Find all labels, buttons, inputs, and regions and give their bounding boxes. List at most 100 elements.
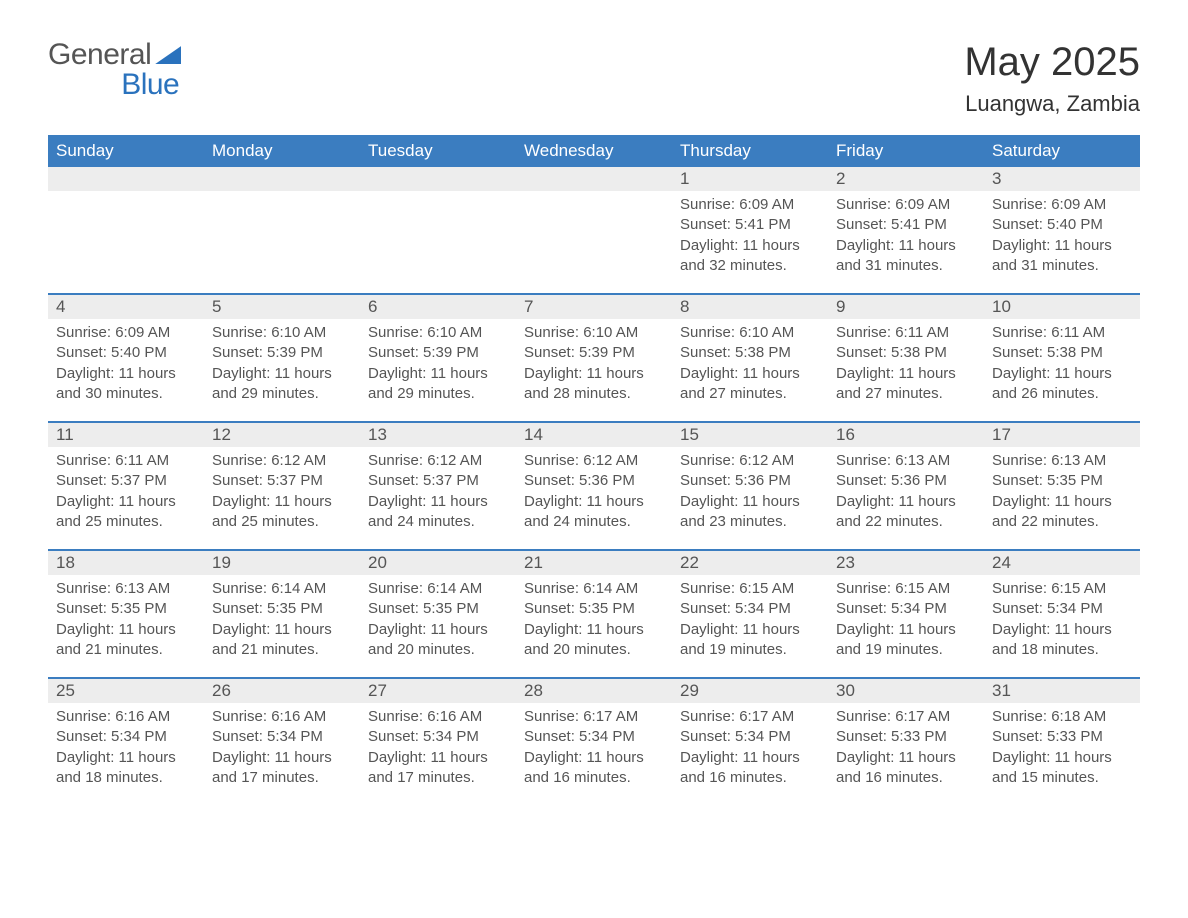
day-number: 30 xyxy=(828,679,984,703)
day-content-row: Sunrise: 6:13 AMSunset: 5:35 PMDaylight:… xyxy=(48,575,1140,677)
day-number: 7 xyxy=(516,295,672,319)
day-number xyxy=(48,167,204,191)
day-header: Thursday xyxy=(672,135,828,167)
day-number: 10 xyxy=(984,295,1140,319)
logo-text-blue: Blue xyxy=(121,70,179,100)
day-number: 24 xyxy=(984,551,1140,575)
day-cell: Sunrise: 6:11 AMSunset: 5:37 PMDaylight:… xyxy=(48,447,204,549)
day-number: 16 xyxy=(828,423,984,447)
day-number-row: 18192021222324 xyxy=(48,551,1140,575)
day-cell: Sunrise: 6:18 AMSunset: 5:33 PMDaylight:… xyxy=(984,703,1140,805)
day-cell: Sunrise: 6:16 AMSunset: 5:34 PMDaylight:… xyxy=(48,703,204,805)
day-cell: Sunrise: 6:12 AMSunset: 5:36 PMDaylight:… xyxy=(516,447,672,549)
day-number: 28 xyxy=(516,679,672,703)
day-number xyxy=(516,167,672,191)
day-cell: Sunrise: 6:17 AMSunset: 5:34 PMDaylight:… xyxy=(516,703,672,805)
month-title: May 2025 xyxy=(964,40,1140,85)
day-number xyxy=(360,167,516,191)
day-number: 9 xyxy=(828,295,984,319)
logo-triangle-icon xyxy=(155,46,181,64)
day-header: Saturday xyxy=(984,135,1140,167)
day-number-row: 25262728293031 xyxy=(48,679,1140,703)
week: 25262728293031Sunrise: 6:16 AMSunset: 5:… xyxy=(48,677,1140,805)
day-number: 21 xyxy=(516,551,672,575)
day-cell: Sunrise: 6:15 AMSunset: 5:34 PMDaylight:… xyxy=(672,575,828,677)
day-cell: Sunrise: 6:14 AMSunset: 5:35 PMDaylight:… xyxy=(360,575,516,677)
day-cell: Sunrise: 6:14 AMSunset: 5:35 PMDaylight:… xyxy=(204,575,360,677)
day-cell: Sunrise: 6:12 AMSunset: 5:37 PMDaylight:… xyxy=(360,447,516,549)
day-cell: Sunrise: 6:12 AMSunset: 5:36 PMDaylight:… xyxy=(672,447,828,549)
day-content-row: Sunrise: 6:16 AMSunset: 5:34 PMDaylight:… xyxy=(48,703,1140,805)
day-number: 20 xyxy=(360,551,516,575)
day-cell: Sunrise: 6:11 AMSunset: 5:38 PMDaylight:… xyxy=(828,319,984,421)
day-number: 1 xyxy=(672,167,828,191)
day-number-row: 123 xyxy=(48,167,1140,191)
day-cell: Sunrise: 6:17 AMSunset: 5:34 PMDaylight:… xyxy=(672,703,828,805)
day-number: 3 xyxy=(984,167,1140,191)
day-content-row: Sunrise: 6:11 AMSunset: 5:37 PMDaylight:… xyxy=(48,447,1140,549)
day-header: Monday xyxy=(204,135,360,167)
day-header: Friday xyxy=(828,135,984,167)
day-cell: Sunrise: 6:10 AMSunset: 5:38 PMDaylight:… xyxy=(672,319,828,421)
day-cell: Sunrise: 6:15 AMSunset: 5:34 PMDaylight:… xyxy=(984,575,1140,677)
day-number: 29 xyxy=(672,679,828,703)
day-number: 22 xyxy=(672,551,828,575)
day-number: 17 xyxy=(984,423,1140,447)
day-header: Wednesday xyxy=(516,135,672,167)
day-header: Tuesday xyxy=(360,135,516,167)
week: 18192021222324Sunrise: 6:13 AMSunset: 5:… xyxy=(48,549,1140,677)
day-content-row: Sunrise: 6:09 AMSunset: 5:41 PMDaylight:… xyxy=(48,191,1140,293)
day-cell: Sunrise: 6:16 AMSunset: 5:34 PMDaylight:… xyxy=(360,703,516,805)
day-number: 26 xyxy=(204,679,360,703)
day-cell: Sunrise: 6:10 AMSunset: 5:39 PMDaylight:… xyxy=(516,319,672,421)
day-number: 5 xyxy=(204,295,360,319)
logo: General Blue xyxy=(48,40,181,100)
location-label: Luangwa, Zambia xyxy=(964,91,1140,117)
day-number: 2 xyxy=(828,167,984,191)
day-number: 14 xyxy=(516,423,672,447)
day-cell: Sunrise: 6:12 AMSunset: 5:37 PMDaylight:… xyxy=(204,447,360,549)
day-number: 12 xyxy=(204,423,360,447)
logo-text-general: General xyxy=(48,40,151,70)
day-cell: Sunrise: 6:15 AMSunset: 5:34 PMDaylight:… xyxy=(828,575,984,677)
day-number-row: 45678910 xyxy=(48,295,1140,319)
day-cell xyxy=(516,191,672,293)
day-number: 15 xyxy=(672,423,828,447)
day-number: 8 xyxy=(672,295,828,319)
day-cell: Sunrise: 6:09 AMSunset: 5:40 PMDaylight:… xyxy=(984,191,1140,293)
week: 123Sunrise: 6:09 AMSunset: 5:41 PMDaylig… xyxy=(48,167,1140,293)
day-cell: Sunrise: 6:10 AMSunset: 5:39 PMDaylight:… xyxy=(360,319,516,421)
day-number-row: 11121314151617 xyxy=(48,423,1140,447)
day-number: 19 xyxy=(204,551,360,575)
day-cell: Sunrise: 6:09 AMSunset: 5:41 PMDaylight:… xyxy=(672,191,828,293)
day-cell: Sunrise: 6:14 AMSunset: 5:35 PMDaylight:… xyxy=(516,575,672,677)
day-number: 25 xyxy=(48,679,204,703)
calendar-header-row: SundayMondayTuesdayWednesdayThursdayFrid… xyxy=(48,135,1140,167)
day-cell: Sunrise: 6:10 AMSunset: 5:39 PMDaylight:… xyxy=(204,319,360,421)
day-cell: Sunrise: 6:16 AMSunset: 5:34 PMDaylight:… xyxy=(204,703,360,805)
day-cell xyxy=(360,191,516,293)
day-cell: Sunrise: 6:13 AMSunset: 5:35 PMDaylight:… xyxy=(48,575,204,677)
day-cell: Sunrise: 6:09 AMSunset: 5:40 PMDaylight:… xyxy=(48,319,204,421)
day-header: Sunday xyxy=(48,135,204,167)
week: 11121314151617Sunrise: 6:11 AMSunset: 5:… xyxy=(48,421,1140,549)
day-number: 13 xyxy=(360,423,516,447)
day-cell: Sunrise: 6:17 AMSunset: 5:33 PMDaylight:… xyxy=(828,703,984,805)
day-number: 11 xyxy=(48,423,204,447)
day-number: 18 xyxy=(48,551,204,575)
day-number: 6 xyxy=(360,295,516,319)
week: 45678910Sunrise: 6:09 AMSunset: 5:40 PMD… xyxy=(48,293,1140,421)
day-content-row: Sunrise: 6:09 AMSunset: 5:40 PMDaylight:… xyxy=(48,319,1140,421)
day-cell: Sunrise: 6:13 AMSunset: 5:35 PMDaylight:… xyxy=(984,447,1140,549)
day-cell xyxy=(48,191,204,293)
day-cell: Sunrise: 6:13 AMSunset: 5:36 PMDaylight:… xyxy=(828,447,984,549)
day-number: 23 xyxy=(828,551,984,575)
day-cell: Sunrise: 6:11 AMSunset: 5:38 PMDaylight:… xyxy=(984,319,1140,421)
day-number: 4 xyxy=(48,295,204,319)
day-number: 27 xyxy=(360,679,516,703)
calendar: SundayMondayTuesdayWednesdayThursdayFrid… xyxy=(48,135,1140,805)
page-header: General Blue May 2025 Luangwa, Zambia xyxy=(48,40,1140,117)
day-cell: Sunrise: 6:09 AMSunset: 5:41 PMDaylight:… xyxy=(828,191,984,293)
day-cell xyxy=(204,191,360,293)
day-number: 31 xyxy=(984,679,1140,703)
